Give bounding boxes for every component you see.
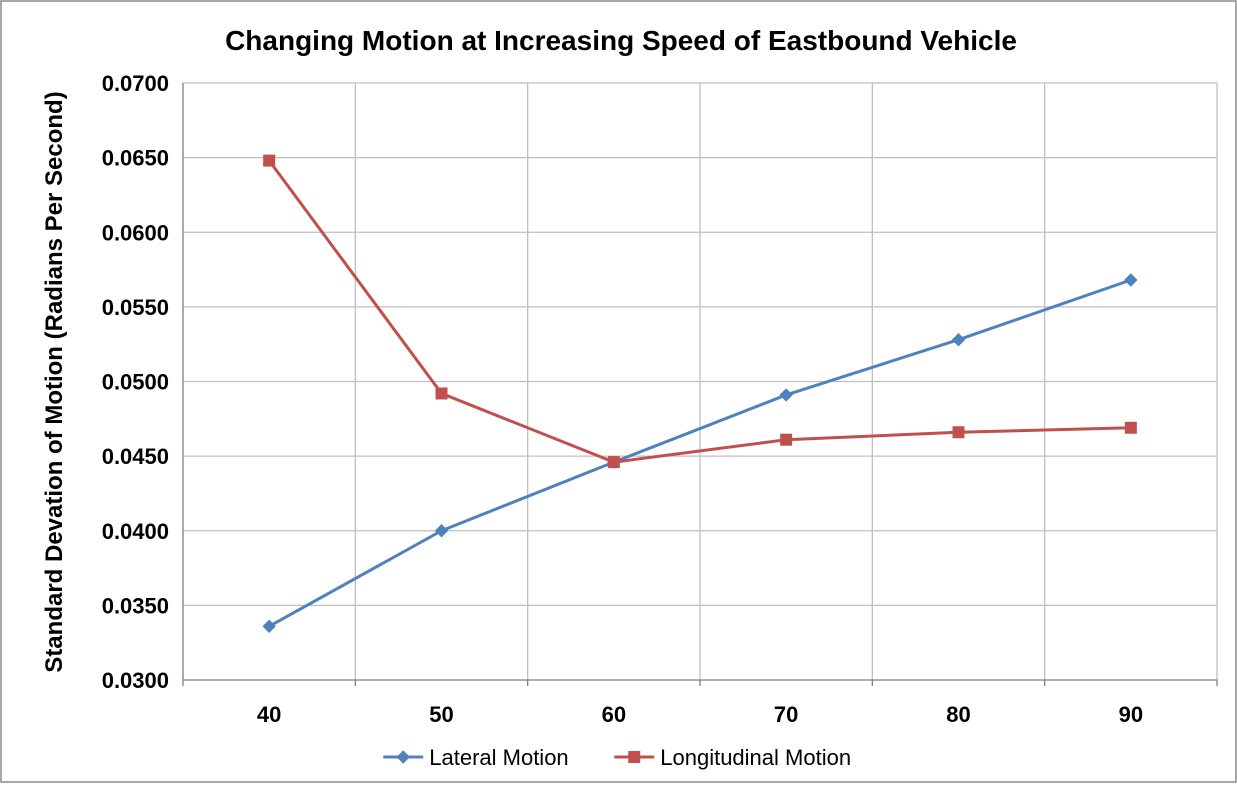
y-tick-label: 0.0300	[102, 668, 169, 693]
y-tick-label: 0.0600	[102, 220, 169, 245]
data-point	[1124, 273, 1138, 287]
y-tick-label: 0.0500	[102, 370, 169, 395]
y-tick-label: 0.0450	[102, 444, 169, 469]
series-line	[267, 159, 1131, 464]
data-point	[263, 154, 276, 167]
legend-marker	[628, 751, 641, 763]
x-tick-label: 50	[429, 702, 453, 727]
x-tick-label: 40	[257, 702, 281, 727]
chart-title: Changing Motion at Increasing Speed of E…	[225, 25, 1017, 56]
grid-lines	[183, 82, 1218, 680]
y-tick-label: 0.0650	[102, 146, 169, 171]
data-point	[607, 456, 620, 469]
series-lines	[262, 154, 1138, 633]
legend-label: Longitudinal Motion	[660, 745, 851, 770]
data-point	[951, 333, 966, 347]
data-point	[952, 426, 965, 439]
data-point	[1124, 421, 1137, 434]
x-tick-label: 90	[1119, 702, 1143, 727]
x-tick-label: 60	[602, 702, 626, 727]
legend-marker	[396, 750, 410, 764]
x-tick-label: 70	[774, 702, 798, 727]
y-tick-label: 0.0400	[102, 519, 169, 544]
x-tick-label: 80	[946, 702, 970, 727]
y-tick-label: 0.0700	[102, 71, 169, 96]
data-point	[434, 524, 449, 538]
y-axis-label: Standard Devation of Motion (Radians Per…	[41, 91, 68, 672]
tick-labels: 0.0300 0.0350 0.0400 0.0450 0.0500 0.0550 0.06…	[102, 71, 1143, 727]
y-tick-label: 0.0550	[102, 295, 169, 320]
data-point	[262, 619, 276, 633]
legend: Lateral Motion Longitudinal Motion	[383, 745, 851, 770]
axes	[182, 83, 1218, 686]
data-point	[780, 433, 793, 446]
y-tick-label: 0.0350	[102, 593, 169, 618]
legend-label: Lateral Motion	[429, 745, 568, 770]
data-point	[779, 388, 793, 402]
series-line	[268, 278, 1132, 628]
data-point	[435, 387, 448, 400]
